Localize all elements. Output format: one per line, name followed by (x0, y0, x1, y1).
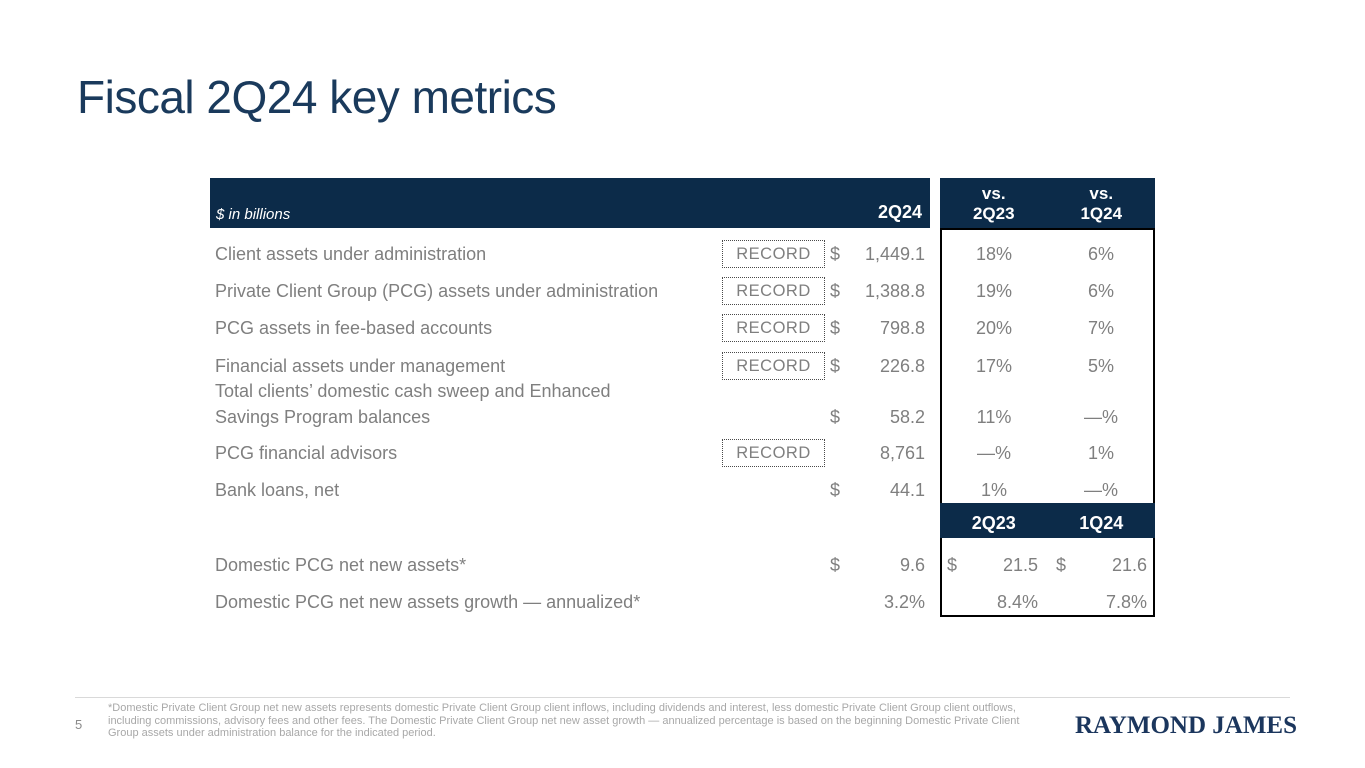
table-row: Total clients’ domestic cash sweep and E… (0, 378, 1365, 434)
period-label: 2Q23 (972, 204, 1015, 223)
table-header-right: vs. 2Q23 vs. 1Q24 (940, 178, 1155, 228)
metric-value: 8,761 (879, 443, 925, 463)
record-badge: RECORD (722, 439, 825, 467)
table-row: Domestic PCG net new assets* $ 9.6 $ 21.… (0, 551, 1365, 579)
row-label: Total clients’ domestic cash sweep and E… (215, 381, 611, 427)
metric-value: 1,449.1 (864, 244, 925, 264)
period-label: 1Q24 (1080, 204, 1123, 223)
page-title: Fiscal 2Q24 key metrics (77, 71, 557, 123)
vs-1q24-value: 7% (1087, 318, 1114, 338)
col-1q24-value: 21.6 (1111, 555, 1147, 575)
footer-divider (75, 697, 1290, 698)
comparison-box-border (940, 228, 1155, 617)
currency-symbol: $ (947, 555, 958, 575)
table-row: Domestic PCG net new assets growth — ann… (0, 588, 1365, 616)
vs-1q24-value: —% (1083, 480, 1118, 500)
metric-value: 58.2 (889, 407, 925, 427)
record-badge: RECORD (722, 240, 825, 268)
row-label: Financial assets under management (215, 356, 506, 376)
raymond-james-logo: RAYMOND JAMES (1075, 712, 1297, 739)
row-label: PCG assets in fee-based accounts (215, 318, 493, 338)
column-header-2q23: 2Q23 (971, 513, 1016, 533)
currency-symbol: $ (830, 356, 841, 376)
table-header-second: 2Q23 1Q24 (940, 503, 1155, 538)
col-2q23-value: 21.5 (1002, 555, 1038, 575)
col-1q24-value: 7.8% (1105, 592, 1147, 612)
vs-2q23-value: 1% (980, 480, 1007, 500)
metric-value: 44.1 (889, 480, 925, 500)
vs-2q23-value: 11% (976, 407, 1012, 427)
table-row: PCG financial advisors RECORD 8,761 —% 1… (0, 439, 1365, 467)
metric-value: 1,388.8 (864, 281, 925, 301)
table-row: Client assets under administration RECOR… (0, 240, 1365, 268)
table-header-left: $ in billions 2Q24 (210, 178, 930, 228)
row-label: Domestic PCG net new assets growth — ann… (215, 592, 641, 612)
currency-symbol: $ (830, 318, 841, 338)
table-row: Financial assets under management RECORD… (0, 352, 1365, 380)
currency-symbol: $ (830, 244, 841, 264)
row-label: Bank loans, net (215, 480, 340, 500)
vs-1q24-value: 6% (1087, 244, 1114, 264)
column-header-2q24: 2Q24 (877, 202, 922, 222)
col-2q23-value: 8.4% (996, 592, 1038, 612)
table-row: PCG assets in fee-based accounts RECORD … (0, 314, 1365, 342)
vs-2q23-value: 20% (975, 318, 1013, 338)
row-label: PCG financial advisors (215, 443, 398, 463)
table-row: Bank loans, net $ 44.1 1% —% (0, 476, 1365, 504)
vs-label: vs. (981, 184, 1006, 203)
currency-symbol: $ (830, 281, 841, 301)
vs-1q24-value: —% (1083, 407, 1118, 427)
metric-value: 226.8 (879, 356, 925, 376)
currency-symbol: $ (830, 480, 841, 500)
column-header-vs-2q23: vs. 2Q23 (940, 178, 1048, 228)
vs-label: vs. (1089, 184, 1114, 203)
currency-symbol: $ (830, 407, 841, 427)
record-badge: RECORD (722, 314, 825, 342)
currency-symbol: $ (830, 555, 841, 575)
vs-1q24-value: 1% (1087, 443, 1114, 463)
record-badge: RECORD (722, 277, 825, 305)
vs-1q24-value: 6% (1087, 281, 1114, 301)
metric-value: 9.6 (899, 555, 925, 575)
row-label: Domestic PCG net new assets* (215, 555, 467, 575)
vs-2q23-value: —% (976, 443, 1011, 463)
row-label: Private Client Group (PCG) assets under … (215, 281, 659, 301)
footnote-text: *Domestic Private Client Group net new a… (108, 702, 1020, 739)
table-row: Private Client Group (PCG) assets under … (0, 277, 1365, 305)
vs-2q23-value: 17% (975, 356, 1013, 376)
record-badge: RECORD (722, 352, 825, 380)
currency-symbol: $ (1056, 555, 1067, 575)
units-caption: $ in billions (216, 206, 291, 223)
vs-2q23-value: 19% (975, 281, 1013, 301)
metric-value: 798.8 (879, 318, 925, 338)
column-header-1q24: 1Q24 (1079, 513, 1124, 533)
vs-1q24-value: 5% (1087, 356, 1114, 376)
vs-2q23-value: 18% (975, 244, 1013, 264)
page-number: 5 (75, 717, 83, 732)
metric-value: 3.2% (883, 592, 925, 612)
row-label: Client assets under administration (215, 244, 487, 264)
column-header-vs-1q24: vs. 1Q24 (1048, 178, 1156, 228)
